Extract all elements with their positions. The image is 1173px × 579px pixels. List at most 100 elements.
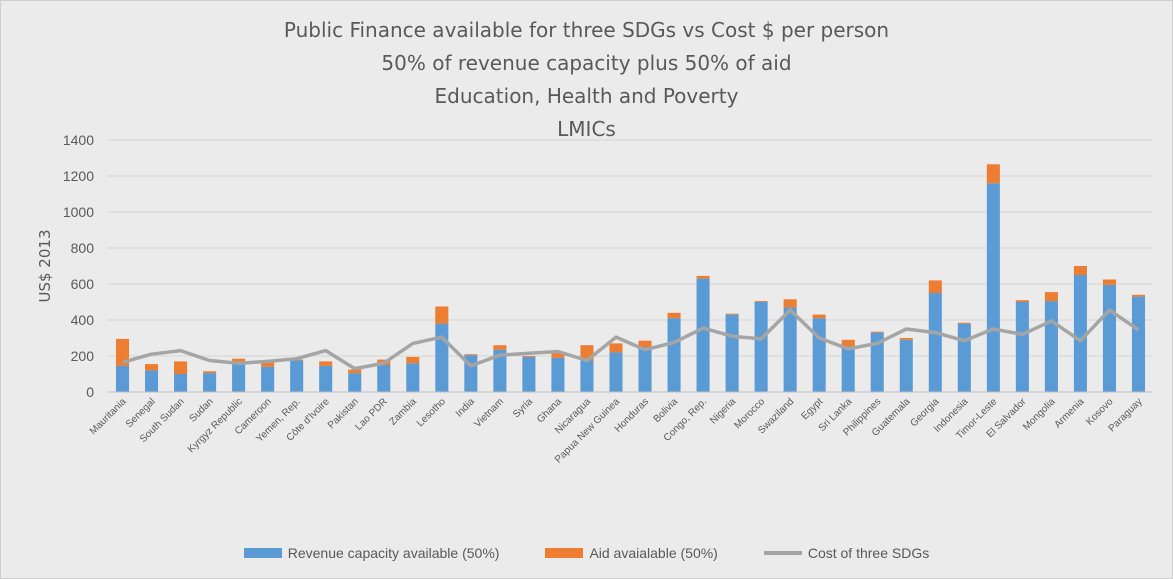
bar-aid-8 [348,369,362,374]
legend-swatch-revenue [243,548,282,558]
bar-revenue-22 [754,302,768,392]
bar-revenue-24 [812,318,826,392]
bar-aid-7 [319,361,333,366]
bar-aid-32 [1044,292,1058,302]
bar-revenue-17 [609,352,623,392]
bar-revenue-16 [580,360,594,392]
chart-title-line-3: Education, Health and Poverty [434,84,739,108]
legend-swatch-cost [763,551,802,555]
bar-revenue-5 [261,366,275,392]
bar-revenue-3 [203,373,217,392]
bar-aid-5 [261,362,275,367]
x-tick-label-9: Lao PDR [353,396,389,432]
bar-aid-18 [638,340,652,347]
bar-revenue-32 [1044,301,1058,392]
bar-aid-0 [115,338,130,366]
bar-revenue-11 [435,323,449,392]
x-tick-label-0: Mauritania [88,396,129,437]
bar-aid-34 [1102,279,1116,285]
y-tick-label-200: 200 [71,348,95,364]
bar-aid-11 [435,306,449,324]
bar-revenue-34 [1102,284,1116,392]
bar-aid-22 [754,301,768,302]
bar-aid-29 [957,322,971,324]
chart-title-line-2: 50% of revenue capacity plus 50% of aid [381,51,792,75]
bar-aid-28 [928,280,942,293]
x-tick-label-24: Egypt [799,396,825,422]
legend-label-revenue: Revenue capacity available (50%) [287,545,500,561]
y-tick-label-0: 0 [86,384,94,400]
x-tick-label-11: Lesotho [415,396,448,429]
bar-revenue-28 [928,293,942,392]
bar-revenue-18 [638,347,652,392]
x-tick-label-3: Sudan [187,396,215,424]
chart-title-line-4: LMICs [557,117,616,141]
bar-revenue-35 [1131,296,1146,392]
bar-revenue-1 [145,370,159,392]
bar-revenue-25 [841,346,855,392]
legend-label-aid: Aid avaialable (50%) [589,545,718,561]
y-tick-label-1000: 1000 [63,204,94,220]
y-tick-label-1400: 1400 [63,132,94,148]
bar-revenue-15 [551,357,565,392]
bar-revenue-19 [667,318,681,392]
bar-aid-13 [493,345,507,350]
y-tick-label-800: 800 [71,240,95,256]
bar-aid-21 [725,313,739,315]
bar-revenue-33 [1073,275,1087,392]
bar-revenue-14 [522,356,536,392]
bar-revenue-6 [290,360,304,392]
bar-aid-12 [464,354,478,356]
bar-aid-33 [1073,266,1087,275]
legend-swatch-aid [545,548,584,558]
bar-revenue-10 [406,363,420,392]
x-tick-label-13: Vietnam [472,396,506,430]
y-tick-label-400: 400 [71,312,95,328]
bar-revenue-7 [319,365,333,392]
y-tick-label-600: 600 [71,276,95,292]
bar-revenue-8 [348,373,362,392]
bar-aid-26 [870,331,884,333]
bar-revenue-21 [725,314,739,392]
x-tick-label-32: Mongolia [1021,396,1058,433]
bar-revenue-29 [957,323,971,392]
bar-aid-17 [609,343,623,353]
bar-aid-4 [232,358,246,365]
bar-aid-20 [696,275,710,279]
legend-item-cost: Cost of three SDGs [763,545,930,561]
x-tick-label-12: India [454,396,477,419]
bar-aid-1 [145,364,159,371]
y-axis-title: US$ 2013 [36,230,54,303]
bar-revenue-31 [1015,302,1029,392]
legend: Revenue capacity available (50%) Aid ava… [0,545,1173,561]
bar-aid-23 [783,299,797,308]
bar-aid-19 [667,312,681,319]
bar-aid-10 [406,356,420,364]
bar-revenue-2 [174,374,188,392]
bar-aid-25 [841,339,855,347]
bar-aid-30 [986,164,1000,184]
bar-aid-3 [203,371,217,374]
bar-aid-27 [899,338,913,340]
bar-revenue-9 [377,365,391,392]
bar-revenue-27 [899,339,913,392]
bar-aid-15 [551,353,565,358]
bar-aid-14 [522,356,536,357]
x-tick-label-33: Armenia [1052,396,1086,430]
x-tick-label-10: Zambia [388,396,420,428]
bar-aid-24 [812,314,826,319]
bar-revenue-30 [986,183,1000,392]
bar-aid-2 [174,361,188,374]
bar-revenue-0 [115,365,130,392]
x-tick-label-14: Syria [511,396,535,420]
legend-label-cost: Cost of three SDGs [807,545,930,561]
bar-revenue-20 [696,278,710,392]
legend-item-revenue: Revenue capacity available (50%) [243,545,500,561]
bar-revenue-4 [232,364,246,392]
chart-title-line-1: Public Finance available for three SDGs … [283,18,890,42]
bar-revenue-13 [493,349,507,392]
bar-revenue-23 [783,307,797,392]
bar-revenue-26 [870,332,884,392]
